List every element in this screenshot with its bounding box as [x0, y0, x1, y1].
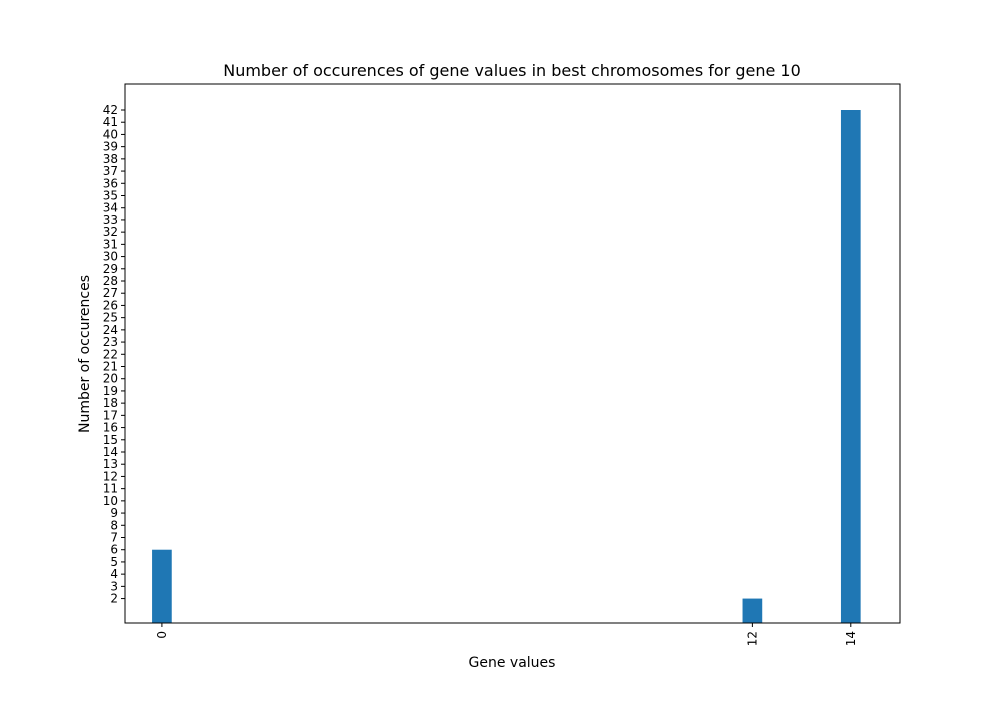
y-tick-label: 21 [103, 360, 118, 374]
y-tick-label: 27 [103, 286, 118, 300]
y-tick-label: 18 [103, 396, 118, 410]
y-tick-label: 32 [103, 225, 118, 239]
y-tick-label: 28 [103, 274, 118, 288]
y-tick-label: 8 [110, 518, 118, 532]
y-tick-label: 12 [103, 469, 118, 483]
y-tick-label: 10 [103, 494, 118, 508]
y-tick-label: 39 [103, 140, 118, 154]
y-tick-label: 37 [103, 164, 118, 178]
y-tick-label: 15 [103, 433, 118, 447]
y-tick-label: 7 [110, 531, 118, 545]
y-tick-label: 17 [103, 408, 118, 422]
y-tick-label: 20 [103, 372, 118, 386]
y-tick-label: 16 [103, 421, 118, 435]
axes-frame [124, 83, 901, 624]
plot-area [152, 110, 861, 623]
x-tick-label: 0 [155, 631, 169, 639]
y-tick-label: 6 [110, 543, 118, 557]
y-tick-label: 9 [110, 506, 118, 520]
y-tick-label: 29 [103, 262, 118, 276]
bar-0 [152, 549, 172, 623]
y-tick-label: 2 [110, 592, 118, 606]
x-tick-label: 14 [844, 631, 858, 646]
y-tick-label: 25 [103, 311, 118, 325]
y-tick-label: 4 [110, 567, 118, 581]
y-tick-label: 35 [103, 189, 118, 203]
chart-title: Number of occurences of gene values in b… [223, 61, 801, 80]
y-tick-label: 3 [110, 579, 118, 593]
bar-12 [742, 598, 763, 623]
y-tick-label: 34 [103, 201, 118, 215]
y-tick-label: 31 [103, 237, 118, 251]
y-tick-label: 24 [103, 323, 118, 337]
x-axis: 0 12 14 [155, 623, 858, 646]
y-tick-label: 41 [103, 115, 118, 129]
y-tick-label: 26 [103, 298, 118, 312]
y-tick-label: 13 [103, 457, 118, 471]
y-tick-label: 30 [103, 250, 118, 264]
y-tick-label: 11 [103, 482, 118, 496]
y-axis-label: Number of occurences [77, 275, 93, 433]
y-axis: 2345678910111213141516171819202122232425… [103, 103, 125, 606]
x-tick-label: 12 [745, 631, 759, 646]
y-tick-label: 14 [103, 445, 118, 459]
y-tick-label: 40 [103, 127, 118, 141]
y-tick-label: 36 [103, 176, 118, 190]
y-tick-label: 33 [103, 213, 118, 227]
y-tick-label: 22 [103, 347, 118, 361]
y-tick-label: 38 [103, 152, 118, 166]
y-tick-label: 19 [103, 384, 118, 398]
bar-14 [840, 110, 861, 623]
y-tick-label: 5 [110, 555, 118, 569]
y-tick-label: 42 [103, 103, 118, 117]
y-tick-label: 23 [103, 335, 118, 349]
x-axis-label: Gene values [469, 655, 556, 671]
